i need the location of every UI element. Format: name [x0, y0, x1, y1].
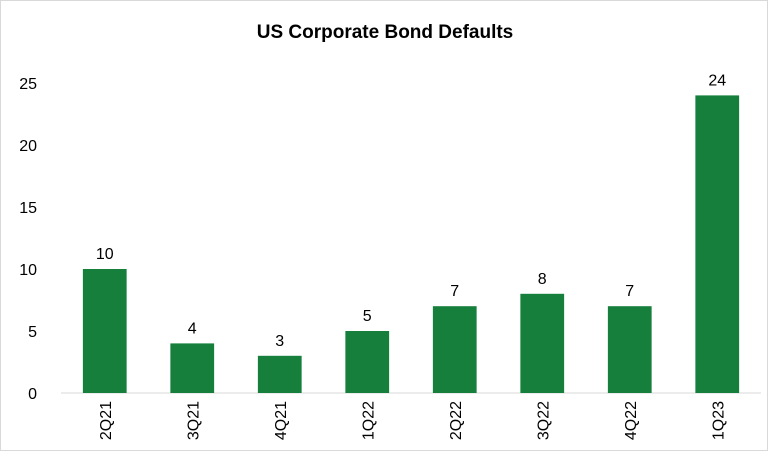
bar-value-label: 3 — [275, 333, 284, 350]
x-tick-label: 1Q23 — [710, 401, 727, 440]
bars-group — [82, 95, 740, 394]
bar-value-label: 24 — [708, 72, 726, 89]
bar-value-label: 7 — [625, 283, 634, 300]
bar — [257, 355, 302, 393]
bar — [607, 306, 652, 393]
bar — [82, 269, 127, 393]
data-labels-group: 10 4 3 5 7 8 7 24 — [96, 72, 726, 349]
bar — [432, 306, 477, 393]
y-tick-label: 0 — [28, 386, 37, 403]
x-tick-label: 3Q21 — [185, 401, 202, 440]
x-tick-label: 2Q22 — [448, 401, 465, 440]
bar-value-label: 7 — [450, 283, 459, 300]
x-tick-label: 1Q22 — [360, 401, 377, 440]
bar — [345, 331, 390, 393]
bar-value-label: 8 — [538, 271, 547, 288]
bar-value-label: 4 — [188, 320, 197, 337]
bar — [520, 293, 565, 393]
x-axis-ticks: 2Q21 3Q21 4Q21 1Q22 2Q22 3Q22 4Q22 1Q23 — [98, 401, 728, 440]
chart-title: US Corporate Bond Defaults — [256, 22, 514, 43]
bar-value-label: 10 — [96, 246, 114, 263]
x-tick-label: 2Q21 — [98, 401, 115, 440]
y-tick-label: 20 — [19, 138, 37, 155]
bar — [695, 95, 740, 394]
bar-value-label: 5 — [363, 308, 372, 325]
y-tick-label: 25 — [19, 76, 37, 93]
y-tick-label: 5 — [28, 324, 37, 341]
y-tick-label: 10 — [19, 262, 37, 279]
x-tick-label: 4Q21 — [273, 401, 290, 440]
x-tick-label: 3Q22 — [535, 401, 552, 440]
x-tick-label: 4Q22 — [623, 401, 640, 440]
bar — [170, 343, 215, 393]
y-axis-ticks: 0 5 10 15 20 25 — [19, 76, 37, 403]
y-tick-label: 15 — [19, 200, 37, 217]
